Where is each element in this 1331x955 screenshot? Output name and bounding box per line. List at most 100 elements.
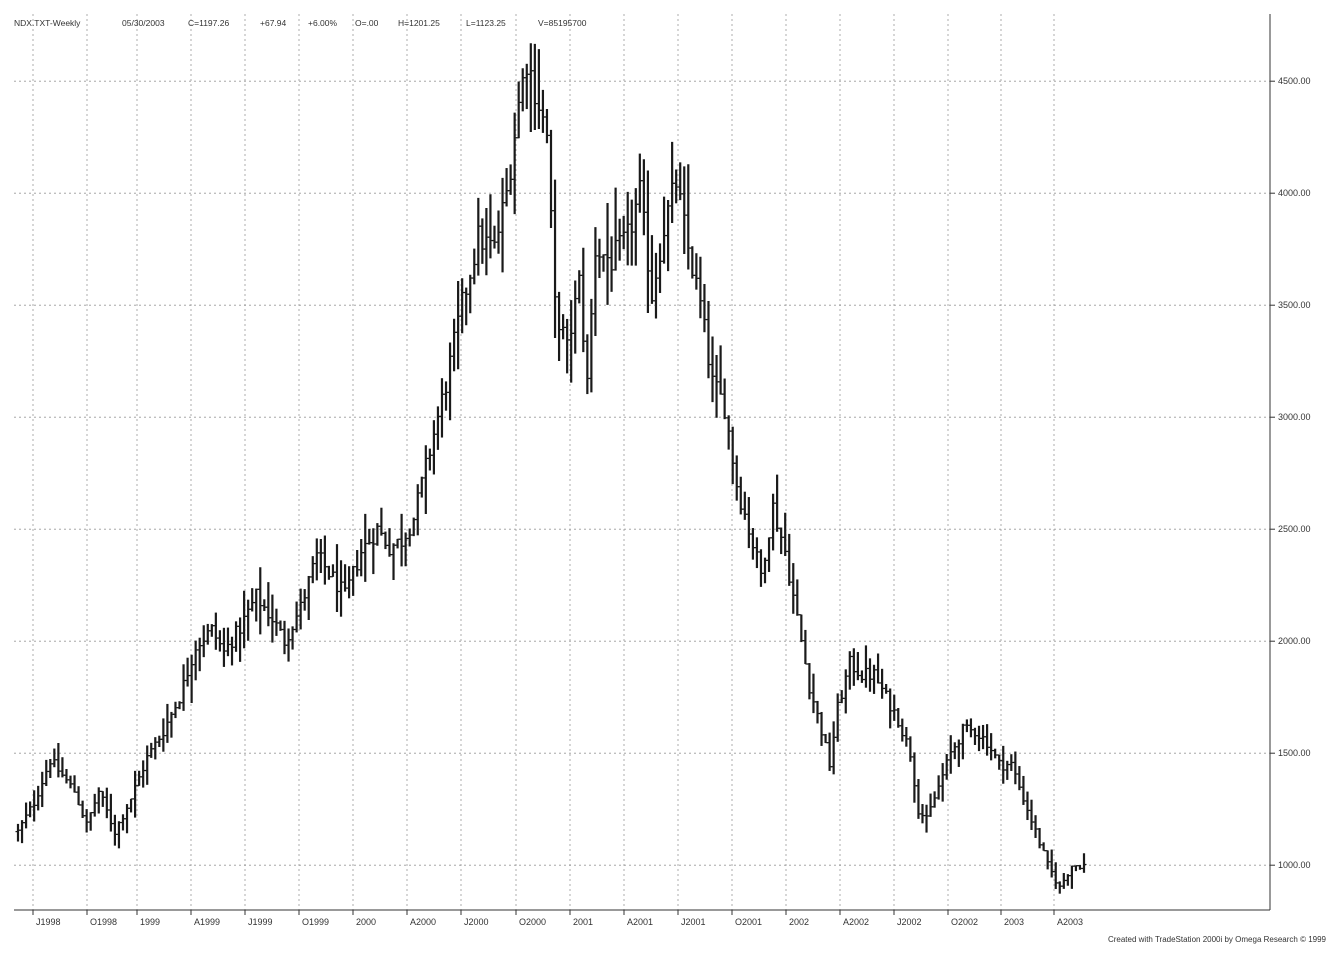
ohlc-bar (334, 544, 340, 612)
ohlc-bar (883, 683, 889, 694)
ohlc-bar (237, 617, 243, 662)
ohlc-bar (443, 381, 449, 411)
ohlc-bar (88, 811, 94, 831)
ohlc-bar (665, 200, 671, 272)
ohlc-bar (649, 235, 655, 304)
ohlc-bar (370, 528, 376, 575)
ohlc-bar (318, 538, 324, 574)
header-pct: +6.00% (308, 18, 338, 28)
ohlc-bar (463, 287, 469, 326)
footer-credit: Created with TradeStation 2000i by Omega… (1108, 935, 1327, 944)
header-high: H=1201.25 (398, 18, 440, 28)
ohlc-bar (895, 708, 901, 728)
ohlc-bar (742, 491, 748, 520)
ohlc-bar (19, 820, 25, 844)
ohlc-bar (386, 528, 392, 557)
x-tick-labels: J1998 O1998 1999 A1999 J1999 O1999 2000 A2000 J2… (32, 910, 1083, 927)
ohlc-bar (1073, 865, 1079, 872)
ohlc-bar (112, 814, 118, 846)
x-tick-label: J2001 (681, 917, 706, 927)
x-tick-label: A2000 (410, 917, 436, 927)
ohlc-bar (140, 760, 146, 788)
ohlc-bar (556, 291, 562, 362)
header-open: O=.00 (355, 18, 379, 28)
header-close: C=1197.26 (188, 18, 229, 28)
ohlc-bar (435, 406, 441, 450)
ohlc-bar (47, 758, 53, 778)
ohlc-bar (701, 284, 707, 333)
ohlc-bar (770, 493, 776, 551)
x-tick-label: 2002 (789, 917, 809, 927)
ohlc-bar (487, 194, 493, 259)
ohlc-bar (269, 594, 275, 643)
ohlc-bar (528, 43, 534, 133)
x-tick-label: J2000 (464, 917, 489, 927)
ohlc-bar (168, 711, 174, 738)
ohlc-bar (59, 757, 65, 778)
ohlc-bar (407, 528, 413, 547)
ohlc-bar (928, 793, 934, 817)
ohlc-bar (306, 575, 312, 620)
x-tick-label: 2001 (573, 917, 593, 927)
ohlc-bar (762, 557, 768, 584)
ohlc-bar (600, 254, 606, 272)
ohlc-bar (552, 179, 558, 339)
ohlc-bar (51, 748, 57, 768)
ohlc-bar (378, 507, 384, 536)
ohlc-bar (512, 112, 518, 215)
ohlc-bar (681, 166, 687, 254)
ohlc-bar (810, 673, 816, 714)
ohlc-bar (984, 724, 990, 756)
ohlc-bar (1041, 842, 1047, 852)
ohlc-bar (815, 700, 820, 724)
ohlc-bar (948, 735, 954, 774)
axes (14, 14, 1271, 911)
ohlc-bar (932, 791, 938, 808)
ohlc-bar (455, 281, 461, 370)
ohlc-bar (871, 664, 877, 694)
ohlc-bar (128, 798, 134, 813)
ohlc-bar (282, 620, 287, 655)
ohlc-bar (766, 537, 772, 572)
ohlc-bar (774, 474, 780, 532)
ohlc-bar (27, 801, 33, 818)
ohlc-bar (851, 648, 857, 686)
ohlc-bar (221, 627, 227, 667)
ohlc-bar (722, 378, 728, 420)
ohlc-bar (100, 790, 106, 807)
y-tick-labels: 1000.00 1500.00 2000.00 2500.00 3000.00 3500.… (1270, 76, 1311, 870)
x-tick-label: O2002 (951, 917, 978, 927)
ohlc-bar (144, 745, 150, 785)
ohlc-bar (831, 721, 837, 775)
ohlc-bar (152, 737, 158, 760)
ohlc-bar (944, 754, 950, 780)
ohlc-bar (835, 693, 841, 742)
ohlc-bar (294, 601, 300, 633)
x-tick-label: O1998 (90, 917, 117, 927)
ohlc-bar (782, 512, 788, 557)
ohlc-bar (669, 141, 675, 223)
y-tick-label: 2000.00 (1278, 636, 1311, 646)
ohlc-bar (1057, 881, 1063, 894)
ohlc-bar (108, 793, 114, 832)
ohlc-bar (92, 793, 98, 817)
ohlc-bar (746, 497, 752, 549)
y-tick-label: 1000.00 (1278, 860, 1311, 870)
ohlc-bar (273, 608, 279, 636)
ohlc-bar (148, 742, 154, 758)
ohlc-bar (451, 318, 457, 372)
ohlc-bar (790, 563, 796, 614)
x-tick-label: A2003 (1057, 917, 1083, 927)
ohlc-bar (350, 565, 356, 596)
ohlc-bar (1049, 849, 1055, 878)
ohlc-bar (411, 517, 417, 537)
x-tick-label: A2001 (627, 917, 653, 927)
ohlc-bar (213, 612, 219, 650)
ohlc-bar (84, 809, 90, 833)
ohlc-bar (625, 191, 631, 266)
ohlc-bar (483, 208, 489, 276)
ohlc-bar (249, 588, 255, 612)
ohlc-bar (15, 823, 21, 842)
ohlc-bar (875, 653, 881, 684)
ohlc-bar (1004, 760, 1010, 780)
